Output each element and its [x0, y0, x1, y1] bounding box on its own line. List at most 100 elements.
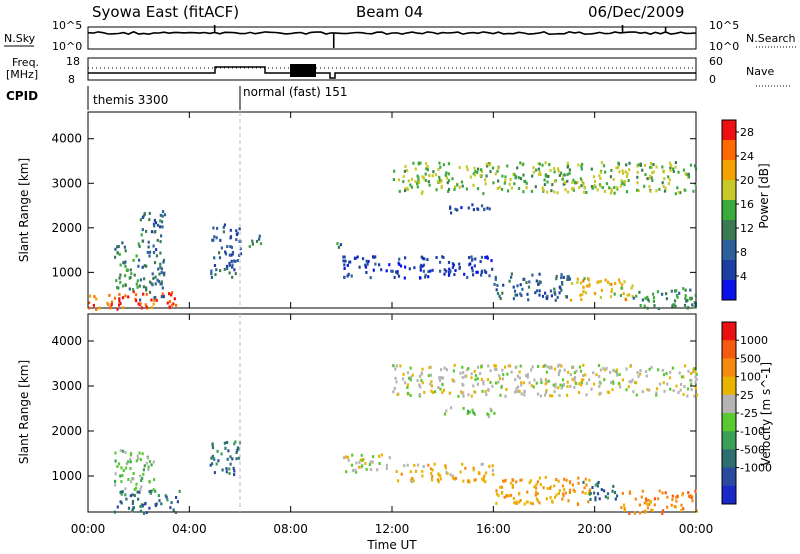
heatmap-cell — [682, 287, 685, 291]
heatmap-cell — [474, 378, 477, 382]
heatmap-cell — [226, 245, 229, 248]
heatmap-cell — [513, 289, 517, 293]
heatmap-cell — [579, 177, 582, 181]
heatmap-cell — [445, 368, 448, 372]
heatmap-cell — [476, 382, 479, 386]
heatmap-cell — [378, 263, 381, 267]
heatmap-cell — [138, 244, 141, 248]
heatmap-cell — [691, 370, 695, 374]
heatmap-cell — [175, 496, 178, 499]
heatmap-cell — [549, 289, 552, 293]
heatmap-cell — [671, 494, 674, 498]
heatmap-cell — [588, 478, 591, 482]
heatmap-cell — [135, 293, 138, 297]
heatmap-cell — [534, 493, 537, 497]
heatmap-cell — [138, 490, 141, 494]
heatmap-cell — [639, 372, 642, 376]
heatmap-cell — [159, 240, 162, 244]
heatmap-cell — [512, 297, 515, 301]
heatmap-cell — [372, 455, 375, 459]
heatmap-cell — [118, 276, 121, 280]
heatmap-cell — [472, 468, 475, 472]
heatmap-cell — [396, 393, 399, 396]
heatmap-cell — [577, 476, 580, 480]
heatmap-cell — [603, 190, 606, 193]
heatmap-cell — [93, 295, 96, 299]
heatmap-cell — [646, 306, 649, 310]
heatmap-cell — [153, 478, 156, 482]
heatmap-cell — [346, 263, 349, 267]
heatmap-cell — [633, 511, 637, 515]
heatmap-cell — [121, 490, 124, 494]
heatmap-cell — [447, 273, 451, 277]
heatmap-cell — [219, 238, 222, 242]
heatmap-cell — [593, 291, 596, 295]
heatmap-cell — [439, 180, 442, 184]
heatmap-cell — [628, 168, 631, 172]
heatmap-cell — [430, 467, 433, 471]
heatmap-cell — [121, 296, 125, 300]
heatmap-cell — [385, 463, 388, 467]
heatmap-cell — [453, 477, 456, 481]
heatmap-cell — [602, 164, 606, 168]
heatmap-cell — [684, 364, 687, 368]
heatmap-cell — [470, 376, 473, 380]
heatmap-cell — [137, 457, 140, 461]
heatmap-cell — [510, 370, 513, 374]
heatmap-cell — [579, 369, 583, 373]
colorbar-segment — [722, 340, 736, 359]
heatmap-cell — [609, 175, 612, 179]
heatmap-cell — [426, 165, 429, 168]
heatmap-cell — [409, 394, 412, 397]
heatmap-cell — [572, 186, 575, 190]
heatmap-cell — [486, 206, 489, 210]
heatmap-cell — [406, 391, 410, 395]
colorbar-segment — [722, 376, 736, 396]
heatmap-cell — [590, 167, 593, 171]
heatmap-cell — [453, 363, 456, 367]
heatmap-cell — [655, 165, 658, 169]
colorbar-tick-label: -25 — [740, 407, 758, 420]
heatmap-cell — [445, 409, 448, 413]
heatmap-cell — [549, 394, 552, 398]
heatmap-cell — [461, 184, 464, 188]
heatmap-cell — [393, 169, 396, 173]
heatmap-cell — [510, 481, 513, 485]
heatmap-cell — [613, 491, 617, 495]
heatmap-cell — [132, 258, 135, 262]
heatmap-cell — [413, 266, 416, 270]
heatmap-cell — [603, 489, 606, 493]
heatmap-cell — [671, 304, 674, 308]
heatmap-cell — [229, 228, 232, 232]
heatmap-cell — [686, 394, 689, 398]
heatmap-cell — [496, 187, 499, 190]
heatmap-cell — [616, 186, 619, 190]
heatmap-cell — [518, 389, 521, 393]
heatmap-cell — [592, 175, 596, 179]
heatmap-cell — [558, 363, 561, 367]
heatmap-cell — [510, 275, 513, 279]
heatmap-cell — [490, 259, 493, 263]
heatmap-cell — [613, 191, 616, 195]
heatmap-cell — [493, 364, 496, 368]
heatmap-cell — [142, 214, 145, 218]
heatmap-cell — [522, 162, 525, 166]
heatmap-cell — [417, 176, 420, 180]
heatmap-cell — [228, 263, 231, 267]
heatmap-cell — [610, 282, 613, 286]
heatmap-cell — [522, 173, 525, 177]
heatmap-cell — [162, 258, 166, 262]
heatmap-cell — [585, 483, 588, 487]
heatmap-cell — [649, 174, 652, 178]
heatmap-cell — [467, 480, 470, 484]
heatmap-cell — [550, 294, 553, 298]
heatmap-cell — [566, 393, 569, 397]
heatmap-cell — [597, 364, 601, 367]
heatmap-cell — [440, 186, 443, 190]
heatmap-cell — [686, 387, 690, 391]
heatmap-cell — [160, 502, 163, 506]
heatmap-cell — [694, 167, 698, 171]
heatmap-cell — [519, 292, 522, 296]
heatmap-cell — [595, 373, 598, 377]
heatmap-cell — [463, 272, 466, 276]
